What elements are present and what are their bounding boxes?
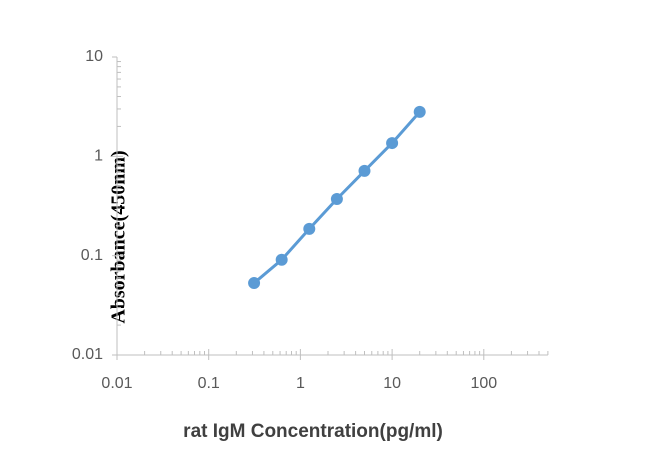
x-tick-label: 0.01 (101, 375, 132, 392)
x-axis-title: rat IgM Concentration(pg/ml) (183, 421, 443, 442)
y-tick-label: 1 (94, 148, 103, 165)
x-tick-label: 10 (383, 375, 401, 392)
data-point (248, 277, 261, 290)
x-tick-label: 100 (470, 375, 497, 392)
data-point (386, 137, 399, 150)
data-point (413, 105, 426, 118)
data-point (303, 222, 316, 235)
data-point (358, 164, 371, 177)
data-point (275, 253, 288, 266)
x-tick-label: 1 (296, 375, 305, 392)
data-point (330, 192, 343, 205)
x-tick-label: 0.1 (198, 375, 220, 392)
y-tick-label: 0.01 (72, 346, 103, 363)
y-tick-label: 0.1 (81, 247, 103, 264)
y-tick-label: 10 (85, 48, 103, 65)
y-axis-title: Absorbance(450nm) (108, 150, 130, 323)
